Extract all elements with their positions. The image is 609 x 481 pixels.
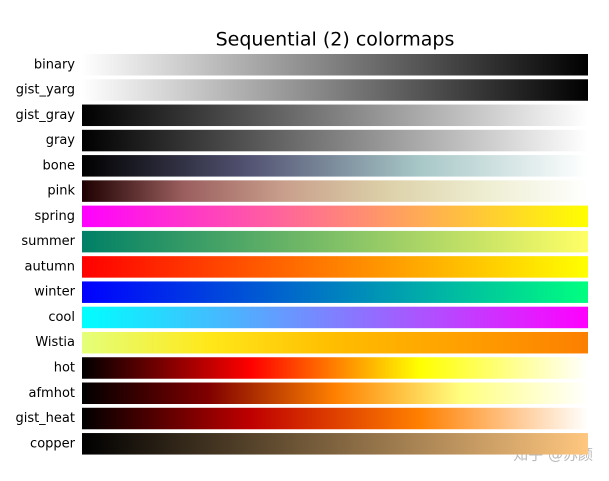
colormap-label: hot	[54, 360, 75, 375]
colormap-label: gist_yarg	[16, 83, 75, 98]
colormap-label: Wistia	[35, 335, 75, 350]
colormap-bar	[82, 357, 588, 379]
colormap-bar	[82, 54, 588, 76]
colormap-bar	[82, 407, 588, 430]
colormap-label: summer	[21, 234, 75, 249]
colormap-label: afmhot	[29, 386, 76, 401]
colormap-bar	[82, 205, 588, 228]
colormap-bar	[82, 281, 588, 303]
colormap-label: winter	[34, 285, 76, 300]
colormap-bar	[82, 180, 588, 202]
colormap-bar	[82, 382, 588, 405]
colormap-bar	[82, 256, 588, 278]
colormap-label: cool	[48, 310, 75, 325]
colormap-bar	[82, 104, 588, 127]
colormap-bar	[82, 129, 588, 152]
colormap-label: spring	[35, 209, 75, 224]
colormap-bar	[82, 306, 588, 329]
colormap-label: pink	[47, 184, 75, 199]
colormap-label: gray	[46, 133, 76, 148]
colormap-label: gist_gray	[16, 108, 76, 123]
colormap-label: copper	[30, 436, 76, 451]
colormap-label: gist_heat	[15, 411, 75, 426]
colormap-bar	[82, 433, 588, 455]
colormap-bar	[82, 79, 588, 101]
colormap-bar	[82, 331, 588, 354]
colormap-label: bone	[43, 158, 75, 173]
figure-title: Sequential (2) colormaps	[216, 29, 455, 51]
colormap-bar	[82, 230, 588, 253]
colormap-bar	[82, 155, 588, 177]
colormap-label: autumn	[25, 259, 75, 274]
colormap-label: binary	[34, 57, 75, 72]
